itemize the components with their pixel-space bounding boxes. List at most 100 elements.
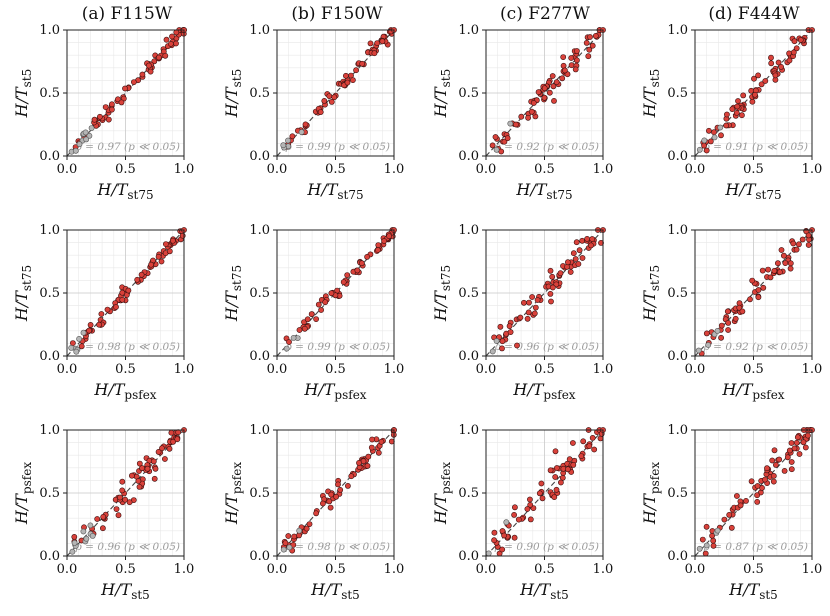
data-point-gray <box>507 120 514 127</box>
data-point <box>166 248 173 255</box>
data-point <box>335 481 341 488</box>
data-point <box>580 438 587 445</box>
data-point <box>711 129 717 136</box>
data-point <box>506 323 513 329</box>
y-tick-label: 0.0 <box>458 349 479 364</box>
y-tick-label: 0.5 <box>249 486 270 501</box>
data-point-gray <box>717 124 724 131</box>
data-point <box>285 533 292 539</box>
data-point <box>526 299 532 306</box>
data-point <box>591 446 598 453</box>
x-tick-label: 0.5 <box>534 562 555 577</box>
y-tick-label: 0.5 <box>667 86 688 101</box>
y-tick-label: 1.0 <box>458 423 479 438</box>
x-axis-label: H/Tst5 <box>100 580 150 602</box>
data-point <box>313 316 319 322</box>
data-point <box>583 40 590 46</box>
data-point-gray <box>86 132 93 139</box>
data-point <box>588 242 594 249</box>
data-point <box>724 308 731 315</box>
panel-r1-c1: ρ = 0.99 (p ≪ 0.05) 0.00.0 0.5 0.5 1.0 1.0 H/T… <box>222 223 404 402</box>
data-point <box>327 504 334 511</box>
data-point <box>94 516 101 522</box>
data-point <box>755 287 762 293</box>
data-point <box>117 494 123 501</box>
data-point <box>734 103 741 110</box>
data-point <box>570 461 577 468</box>
y-tick-label: 1.0 <box>458 223 479 238</box>
data-point <box>303 525 310 532</box>
data-point <box>737 502 744 509</box>
data-point <box>492 134 499 140</box>
data-point <box>775 59 782 66</box>
rho-stat: ρ = 0.99 (p ≪ 0.05) <box>285 141 390 153</box>
data-point <box>547 267 554 274</box>
data-point <box>572 256 579 262</box>
rho-stat: ρ = 0.91 (p ≪ 0.05) <box>703 141 808 153</box>
y-tick-label: 0.5 <box>39 86 60 101</box>
data-point <box>735 98 741 104</box>
data-point <box>739 308 746 315</box>
data-point <box>786 447 793 454</box>
data-point <box>315 301 322 308</box>
y-axis-label: H/Tst75 <box>431 265 453 322</box>
column-titles: (a) F115W (b) F150W (c) F277W (d) F444W <box>82 4 800 24</box>
data-point <box>572 66 579 73</box>
data-point <box>128 472 135 479</box>
data-point <box>78 343 85 350</box>
y-tick-label: 0.0 <box>39 349 60 364</box>
data-point <box>70 340 76 346</box>
data-point <box>791 38 798 45</box>
data-point <box>703 147 710 154</box>
data-point <box>113 304 119 310</box>
data-point <box>119 478 126 485</box>
data-point <box>725 327 731 333</box>
y-tick-label: 0.5 <box>249 286 270 301</box>
data-point-gray <box>705 342 712 348</box>
data-point <box>71 534 78 540</box>
data-point <box>777 269 783 275</box>
column-title-c: (c) F277W <box>500 4 590 24</box>
data-point <box>790 240 797 247</box>
data-point <box>743 497 749 504</box>
data-point <box>118 99 125 106</box>
rho-stat: ρ = 0.92 (p ≪ 0.05) <box>494 141 599 153</box>
y-tick-label: 1.0 <box>249 223 270 238</box>
x-tick-label: 0.5 <box>325 162 346 177</box>
y-tick-label: 0.5 <box>39 486 60 501</box>
y-tick-label: 0.0 <box>458 549 479 564</box>
data-point <box>570 250 577 257</box>
x-tick-label: 1.0 <box>593 562 614 577</box>
data-point <box>319 500 326 507</box>
panel-r0-c1: ρ = 0.99 (p ≪ 0.05) 0.00.0 0.5 0.5 1.0 1.0 H/T… <box>222 23 404 202</box>
data-point <box>733 110 740 116</box>
data-point-gray <box>711 134 718 141</box>
x-axis-label: H/Tpsfex <box>303 380 366 402</box>
data-point <box>579 255 586 261</box>
data-point <box>531 310 538 317</box>
rho-stat: ρ = 0.99 (p ≪ 0.05) <box>285 341 390 353</box>
data-point <box>147 68 154 75</box>
data-point-gray <box>696 146 703 153</box>
data-point <box>557 270 564 277</box>
y-axis-label: H/Tpsfex <box>222 462 244 525</box>
column-title-b: (b) F150W <box>291 4 383 24</box>
data-point <box>313 510 319 517</box>
panel-r2-c0: ρ = 0.96 (p ≪ 0.05) 0.00.0 0.5 0.5 1.0 1.0 H/T… <box>12 423 194 602</box>
data-point <box>747 296 753 303</box>
y-axis-label: H/Tst75 <box>12 265 34 322</box>
data-point-gray <box>503 519 510 526</box>
data-point-gray <box>285 137 291 144</box>
data-point <box>759 267 766 274</box>
data-point <box>788 466 795 473</box>
data-point <box>771 267 778 274</box>
y-tick-label: 1.0 <box>249 23 270 38</box>
data-point <box>575 261 582 267</box>
data-point-gray <box>485 550 492 557</box>
panel-r0-c0: ρ = 0.97 (p ≪ 0.05) 0.00.0 0.5 0.5 1.0 1.0 H/T… <box>12 23 194 202</box>
y-tick-label: 0.5 <box>39 286 60 301</box>
data-point <box>326 498 333 505</box>
data-point-gray <box>493 338 500 344</box>
data-point <box>512 504 518 511</box>
data-point <box>104 306 111 313</box>
